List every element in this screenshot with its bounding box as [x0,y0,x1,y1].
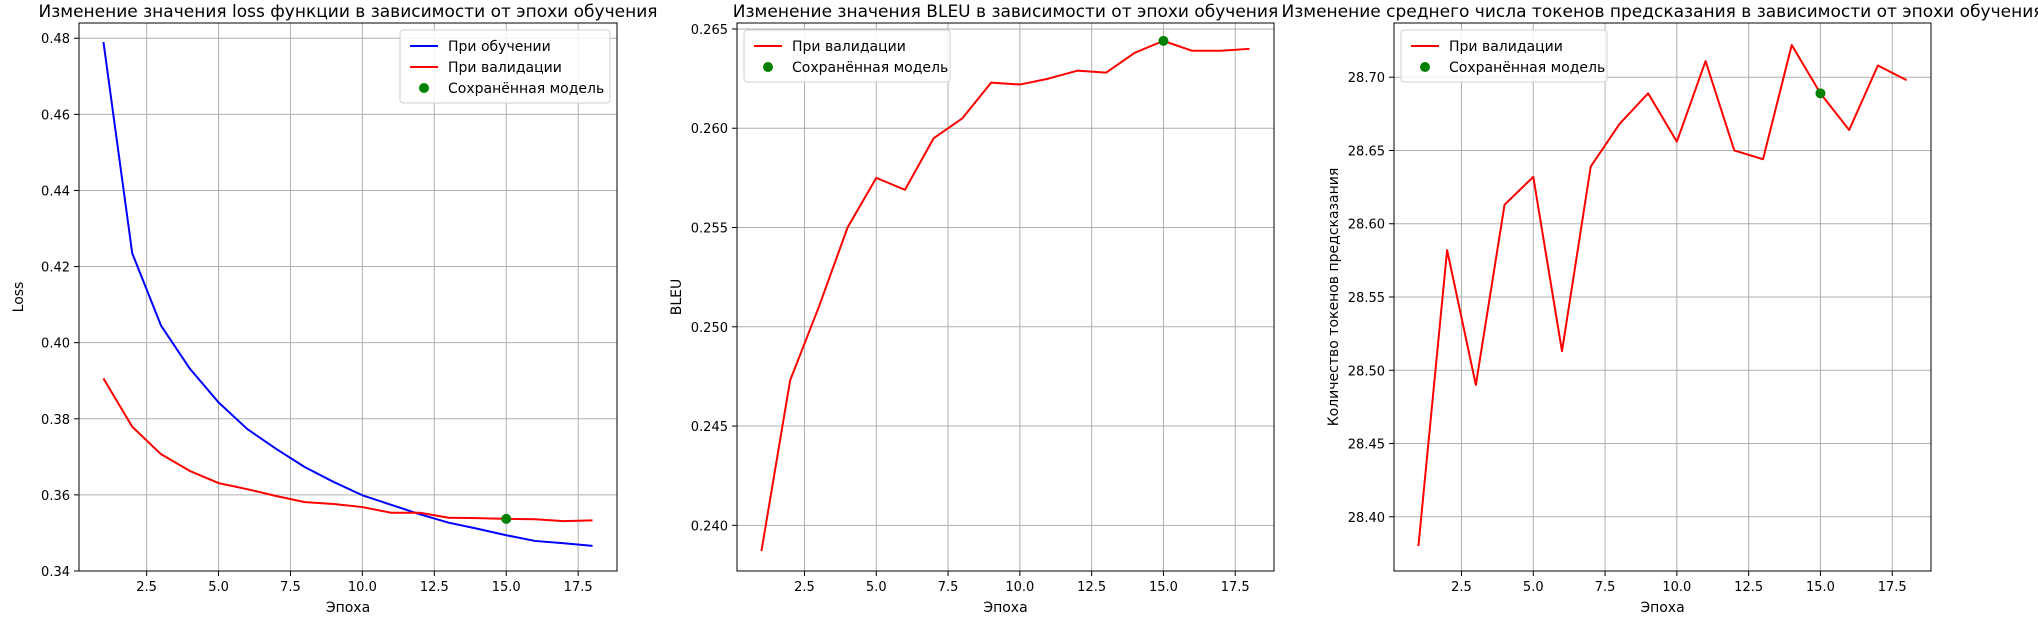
x-tick-label: 7.5 [938,580,959,595]
y-tick-label: 0.40 [41,337,70,352]
x-tick-label: 2.5 [1451,580,1472,595]
series-line-1 [102,41,593,547]
saved-model-marker [1815,88,1826,99]
y-tick-label: 0.250 [691,321,728,336]
series-line-1 [1417,43,1908,547]
y-tick-label: 0.245 [691,420,728,435]
x-tick-label: 5.0 [866,580,887,595]
series-line-2 [102,377,593,523]
saved-model-marker [1158,35,1169,46]
y-tick-label: 0.265 [691,23,728,38]
y-tick-label: 0.255 [691,222,728,237]
chart-panel-1: 2.5 5.0 7.5 10.0 12.5 15.0 17.5 0.34 0.36 0.38 0.4… [11,2,657,616]
y-tick-label: 28.40 [1348,511,1385,526]
x-tick-label: 10.0 [348,580,377,595]
legend-label: При обучении [448,39,551,55]
x-tick-label: 5.0 [1523,580,1544,595]
chart-title: Изменение значения BLEU в зависимости от… [733,2,1278,22]
legend: При валидации Сохранённая модель [743,29,951,83]
chart-panel-2: 2.5 5.0 7.5 10.0 12.5 15.0 17.5 0.240 0.245 0.250… [669,2,1278,616]
x-tick-label: 7.5 [1595,580,1616,595]
x-tick-label: 10.0 [1662,580,1691,595]
y-axis-label: BLEU [669,279,685,316]
legend: При валидации Сохранённая модель [1400,29,1608,83]
legend-label: Сохранённая модель [1449,60,1605,76]
x-tick-label: 2.5 [136,580,157,595]
x-tick-label: 12.5 [1077,580,1106,595]
series-line-1 [760,39,1250,552]
chart-title: Изменение значения loss функции в зависи… [39,2,658,22]
legend-box [743,29,951,83]
legend-marker-swatch [763,62,773,72]
y-tick-label: 28.50 [1348,364,1385,379]
y-tick-label: 28.70 [1348,71,1385,86]
saved-model-marker [501,513,512,524]
y-tick-label: 0.48 [41,32,70,47]
y-tick-label: 0.240 [691,519,728,534]
y-tick-label: 0.260 [691,122,728,137]
x-tick-label: 12.5 [420,580,449,595]
x-tick-label: 10.0 [1005,580,1034,595]
y-axis-label: Количество токенов предсказания [1326,168,1342,427]
legend-label: При валидации [448,60,562,76]
legend: При обучении При валидации Сохранённая мод… [399,29,611,104]
y-tick-label: 28.65 [1348,144,1385,159]
legend-marker-swatch [1420,62,1430,72]
y-tick-label: 0.34 [41,565,70,580]
x-tick-label: 7.5 [280,580,301,595]
legend-label: При валидации [792,39,906,55]
legend-box [1400,29,1608,83]
x-tick-label: 17.5 [564,580,593,595]
x-axis-label: Эпоха [326,600,370,616]
chart-title: Изменение среднего числа токенов предска… [1282,2,2038,22]
y-tick-label: 0.38 [41,413,70,428]
y-tick-label: 28.45 [1348,438,1385,453]
y-tick-label: 28.60 [1348,218,1385,233]
y-tick-label: 28.55 [1348,291,1385,306]
x-axis-label: Эпоха [983,600,1027,616]
x-tick-label: 2.5 [794,580,815,595]
legend-label: При валидации [1449,39,1563,55]
x-tick-label: 15.0 [1806,580,1835,595]
y-tick-label: 0.46 [41,108,70,123]
y-axis-label: Loss [11,282,27,313]
legend-label: Сохранённая модель [448,81,604,97]
x-tick-label: 17.5 [1221,580,1250,595]
y-tick-label: 0.42 [41,261,70,276]
axes-frame [736,22,1275,572]
legend-label: Сохранённая модель [792,60,948,76]
x-tick-label: 15.0 [492,580,521,595]
x-tick-label: 5.0 [208,580,229,595]
axes-frame [78,22,618,572]
y-tick-label: 0.44 [41,184,70,199]
x-axis-label: Эпоха [1640,600,1684,616]
chart-panel-3: 2.5 5.0 7.5 10.0 12.5 15.0 17.5 28.40 28.45 28.50… [1282,2,2038,616]
x-tick-label: 17.5 [1878,580,1907,595]
legend-box [399,29,611,104]
legend-marker-swatch [419,83,429,93]
x-tick-label: 12.5 [1734,580,1763,595]
x-tick-label: 15.0 [1149,580,1178,595]
y-tick-label: 0.36 [41,489,70,504]
